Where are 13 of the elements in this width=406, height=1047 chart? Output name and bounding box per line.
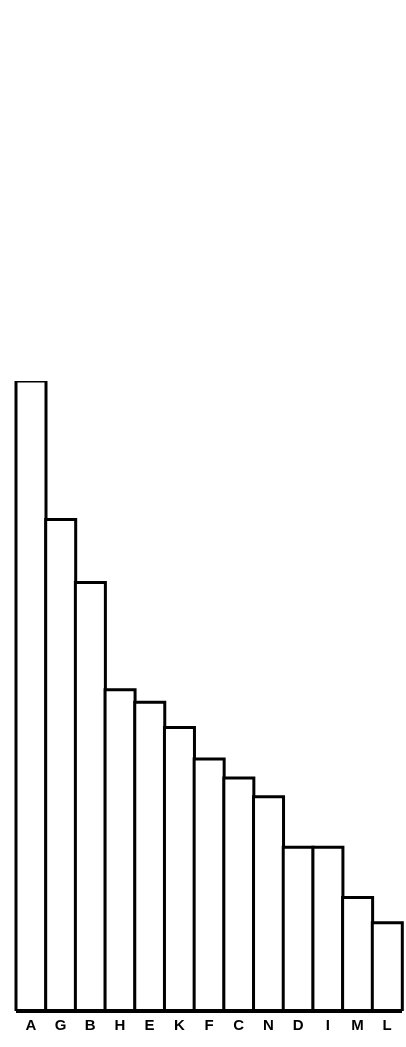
x-tick-label: L	[382, 1015, 392, 1033]
x-tick-label: K	[173, 1015, 185, 1033]
x-tick-label: I	[325, 1015, 330, 1033]
x-tick-label: A	[25, 1015, 37, 1033]
x-tick-label: G	[54, 1015, 67, 1033]
x-tick-label: D	[292, 1015, 304, 1033]
x-tick-label: H	[114, 1015, 126, 1033]
x-tick-label: N	[262, 1015, 274, 1033]
x-tick-label: B	[84, 1015, 96, 1033]
x-tick-label: E	[144, 1015, 155, 1033]
x-tick-label: F	[204, 1015, 214, 1033]
x-tick-label: C	[233, 1015, 245, 1033]
x-tick-label: M	[351, 1015, 364, 1033]
